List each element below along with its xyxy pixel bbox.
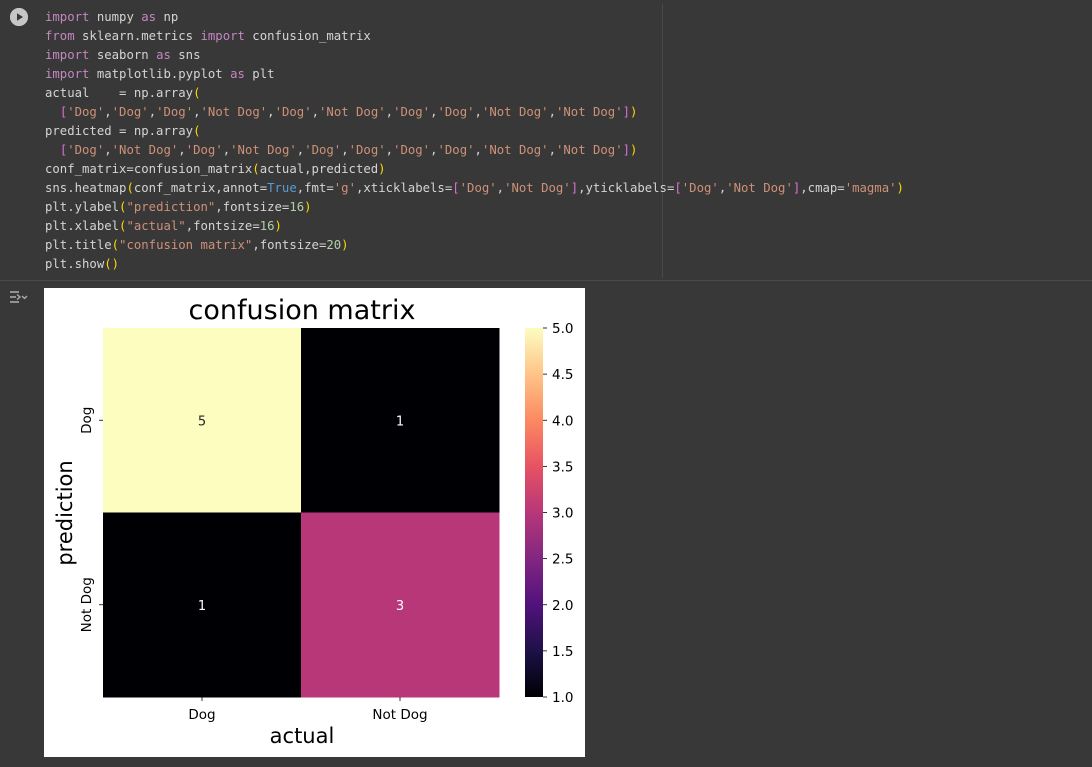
heatmap-cell [103,512,302,698]
x-axis-label: actual [270,724,335,748]
output-toggle-button[interactable] [8,288,30,306]
code-line[interactable]: import seaborn as sns [45,48,201,62]
colorbar [525,328,543,697]
code-line[interactable]: ['Dog','Dog','Dog','Not Dog','Dog','Not … [59,105,638,119]
colorbar-tick-label: 4.5 [552,367,573,383]
code-line[interactable]: predicted = np.array( [45,124,201,138]
cell-annotation: 1 [198,599,206,614]
code-text[interactable]: import numpy as np from sklearn.metrics i… [45,8,904,274]
colorbar-tick-label: 1.5 [552,644,573,660]
cell-annotation: 3 [396,599,404,614]
output-toggle-icon [10,291,28,303]
play-icon [10,8,28,26]
colorbar-tick-label: 4.0 [552,413,573,429]
y-tick-label: Dog [79,407,95,434]
colorbar-tick-label: 1.0 [552,690,573,706]
colorbar-tick-label: 2.0 [552,598,573,614]
code-line[interactable]: plt.xlabel("actual",fontsize=16) [45,219,282,233]
chart-title: confusion matrix [189,295,416,326]
cell-annotation: 5 [198,414,206,429]
code-line[interactable]: import matplotlib.pyplot as plt [45,67,275,81]
heatmap-cell [301,328,500,513]
output-figure: confusion matrix 5 1 1 3 Dog Not Dog Dog Not … [44,288,585,757]
code-cell[interactable]: import numpy as np from sklearn.metrics i… [0,0,1092,281]
colorbar-tick-label: 2.5 [552,552,573,568]
x-tick-label: Not Dog [372,707,427,723]
x-tick-label: Dog [188,707,215,723]
cell-annotation: 1 [396,414,404,429]
code-line[interactable]: import numpy as np [45,10,179,24]
heatmap-cell [301,512,500,698]
run-cell-button[interactable] [10,8,28,26]
code-line[interactable]: sns.heatmap(conf_matrix,annot=True,fmt='… [45,181,904,195]
code-line[interactable]: from sklearn.metrics import confusion_ma… [45,29,371,43]
code-line[interactable]: conf_matrix=confusion_matrix(actual,pred… [45,162,386,176]
code-line[interactable]: actual = np.array( [45,86,201,100]
code-line[interactable]: ['Dog','Not Dog','Dog','Not Dog','Dog','… [59,143,638,157]
y-tick-label: Not Dog [79,577,95,632]
colorbar-tick-label: 3.5 [552,459,573,475]
code-line[interactable]: plt.show() [45,257,120,271]
colorbar-tick-label: 5.0 [552,321,573,337]
colorbar-tick-label: 3.0 [552,506,573,522]
cell-divider [0,280,1092,281]
y-axis-label: prediction [53,460,77,565]
heatmap-cell [103,328,302,513]
code-line[interactable]: plt.title("confusion matrix",fontsize=20… [45,238,349,252]
heatmap-chart: confusion matrix 5 1 1 3 Dog Not Dog Dog Not … [53,295,573,748]
code-editor[interactable]: import numpy as np from sklearn.metrics i… [36,4,904,278]
code-line[interactable]: plt.ylabel("prediction",fontsize=16) [45,200,312,214]
